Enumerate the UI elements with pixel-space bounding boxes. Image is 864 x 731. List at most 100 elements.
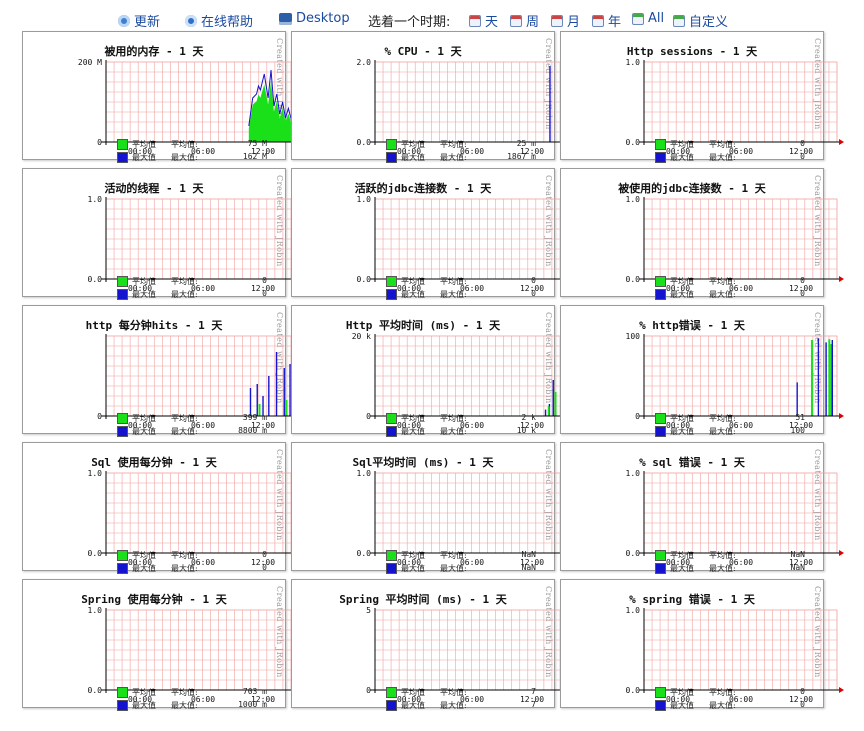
x-tick-label: 06:00: [460, 558, 484, 567]
legend-value: 7: [531, 687, 536, 696]
maximum-bar: [268, 376, 270, 416]
x-axis-arrow-icon: [839, 139, 844, 145]
legend-value: 0: [800, 139, 805, 148]
graph-title: 活跃的jdbc连接数 - 1 天: [354, 182, 492, 195]
legend-maximum: 最大值 最大值: 100: [655, 426, 805, 437]
graph-plot: 0 00:00 06:00 12:00: [97, 334, 306, 430]
graph-title: % CPU - 1 天: [384, 45, 462, 58]
legend-value: 703 m: [242, 687, 267, 696]
legend-value: 399 m: [242, 413, 267, 422]
maximum-bar: [831, 340, 833, 416]
help-link[interactable]: 在线帮助: [185, 11, 253, 30]
legend-swatch: [117, 276, 128, 287]
refresh-link[interactable]: 更新: [118, 11, 160, 30]
graph-panel[interactable]: Http sessions - 1 天 Created with JRobin 1.…: [560, 31, 844, 163]
x-tick-label: 06:00: [729, 421, 753, 430]
legend-average: 平均值 平均值: 703 m: [117, 687, 267, 698]
legend-value-key: 最大值:: [171, 427, 198, 436]
jrobin-credit: Created with JRobin: [813, 175, 822, 267]
refresh-icon: [118, 14, 130, 27]
period-all-link[interactable]: All: [632, 11, 664, 26]
jrobin-credit: Created with JRobin: [544, 586, 553, 678]
legend-maximum: 最大值 最大值: 0: [117, 563, 267, 574]
x-tick-label: 12:00: [789, 695, 813, 704]
legend-average: 平均值 平均值: NaN: [386, 550, 536, 561]
x-tick-label: 12:00: [520, 695, 544, 704]
y-tick-top: 200 M: [78, 58, 102, 67]
y-tick-bottom: 0.0: [88, 275, 103, 284]
graph-panel[interactable]: 被使用的jdbc连接数 - 1 天 Created with JRobin 1.0 0…: [560, 168, 844, 300]
calendar-week-icon: [510, 14, 522, 27]
legend-maximum: 最大值 最大值: 0: [655, 289, 805, 300]
graph-panel[interactable]: 活动的线程 - 1 天 Created with JRobin 1.0 0.0 00:0…: [22, 168, 306, 300]
graph-panel[interactable]: Http 平均时间 (ms) - 1 天 Created with JRobin 2…: [291, 305, 575, 437]
x-tick-label: 00:00: [128, 421, 152, 430]
graph-title: Http sessions - 1 天: [626, 45, 758, 58]
legend-series-name: 最大值: [132, 153, 156, 162]
jrobin-credit: Created with JRobin: [275, 38, 284, 130]
jrobin-credit: Created with JRobin: [813, 449, 822, 541]
x-tick-label: 00:00: [666, 558, 690, 567]
legend-value-key: 平均值:: [709, 277, 736, 286]
maximum-bar: [283, 368, 285, 416]
legend-value: 7: [531, 700, 536, 709]
desktop-link[interactable]: Desktop: [279, 11, 350, 26]
legend-value-key: 最大值:: [171, 564, 198, 573]
legend-average: 平均值 平均值: 0: [117, 276, 267, 287]
graph-panel[interactable]: Sql 使用每分钟 - 1 天 Created with JRobin 1.0 0.0…: [22, 442, 306, 574]
legend-maximum: 最大值 最大值: 8800 m: [117, 426, 267, 437]
legend-value: 51: [795, 413, 805, 422]
period-custom-link[interactable]: 自定义: [673, 11, 728, 30]
period-month-link[interactable]: 月: [551, 11, 580, 30]
x-tick-label: 06:00: [191, 558, 215, 567]
period-day-link[interactable]: 天: [469, 11, 498, 30]
y-tick-bottom: 0.0: [626, 549, 641, 558]
legend-maximum: 最大值 最大值: 0: [386, 289, 536, 300]
legend-swatch: [386, 563, 397, 574]
graph-panel[interactable]: 被用的内存 - 1 天 Created with JRobin 200 M 0 00:0…: [22, 31, 306, 163]
graph-panel[interactable]: % http错误 - 1 天 Created with JRobin 100 0 00:…: [560, 305, 844, 437]
y-tick-bottom: 0.0: [626, 138, 641, 147]
x-tick-label: 06:00: [460, 284, 484, 293]
y-tick-top: 1.0: [626, 469, 641, 478]
legend-average: 平均值 平均值: 0: [386, 276, 536, 287]
average-bar: [828, 339, 831, 416]
x-tick-label: 12:00: [789, 147, 813, 156]
graph-panel[interactable]: % CPU - 1 天 Created with JRobin 2.0 0.0 00:0…: [291, 31, 575, 163]
legend-swatch: [386, 152, 397, 163]
graph-panel[interactable]: http 每分钟hits - 1 天 Created with JRobin 0 00…: [22, 305, 306, 437]
x-tick-label: 12:00: [251, 695, 275, 704]
legend-value: 2 k: [521, 413, 536, 422]
y-tick-bottom: 0: [635, 412, 640, 421]
graph-panel[interactable]: % sql 错误 - 1 天 Created with JRobin 1.0 0.0 0…: [560, 442, 844, 574]
y-tick-top: 1.0: [626, 606, 641, 615]
maximum-bar: [256, 384, 258, 416]
x-axis-arrow-icon: [839, 276, 844, 282]
graph-panel[interactable]: % spring 错误 - 1 天 Created with JRobin 1.0 0…: [560, 579, 844, 711]
legend-swatch: [655, 152, 666, 163]
period-week-link[interactable]: 周: [510, 11, 539, 30]
y-tick-top: 1.0: [357, 195, 372, 204]
x-tick-label: 12:00: [251, 558, 275, 567]
legend-value-key: 平均值:: [171, 140, 198, 149]
x-tick-label: 00:00: [128, 284, 152, 293]
x-tick-label: 00:00: [397, 421, 421, 430]
legend-swatch: [117, 152, 128, 163]
y-tick-top: 1.0: [88, 606, 103, 615]
graph-panel[interactable]: Sql平均时间 (ms) - 1 天 Created with JRobin 1.0…: [291, 442, 575, 574]
legend-swatch: [386, 687, 397, 698]
x-tick-label: 00:00: [666, 421, 690, 430]
legend-value: NaN: [521, 550, 536, 559]
graph-panel[interactable]: 活跃的jdbc连接数 - 1 天 Created with JRobin 1.0 0.…: [291, 168, 575, 300]
legend-swatch: [117, 139, 128, 150]
y-tick-bottom: 0.0: [88, 549, 103, 558]
x-tick-label: 12:00: [789, 284, 813, 293]
period-year-link[interactable]: 年: [592, 11, 621, 30]
graph-panel[interactable]: Spring 使用每分钟 - 1 天 Created with JRobin 1.0…: [22, 579, 306, 711]
legend-series-name: 平均值: [401, 688, 425, 697]
legend-series-name: 最大值: [670, 564, 694, 573]
legend-value: 0: [531, 276, 536, 285]
graph-panel[interactable]: Spring 平均时间 (ms) - 1 天 Created with JRobi…: [291, 579, 575, 711]
graph-title: Spring 使用每分钟 - 1 天: [81, 593, 227, 606]
legend-value: NaN: [790, 563, 805, 572]
